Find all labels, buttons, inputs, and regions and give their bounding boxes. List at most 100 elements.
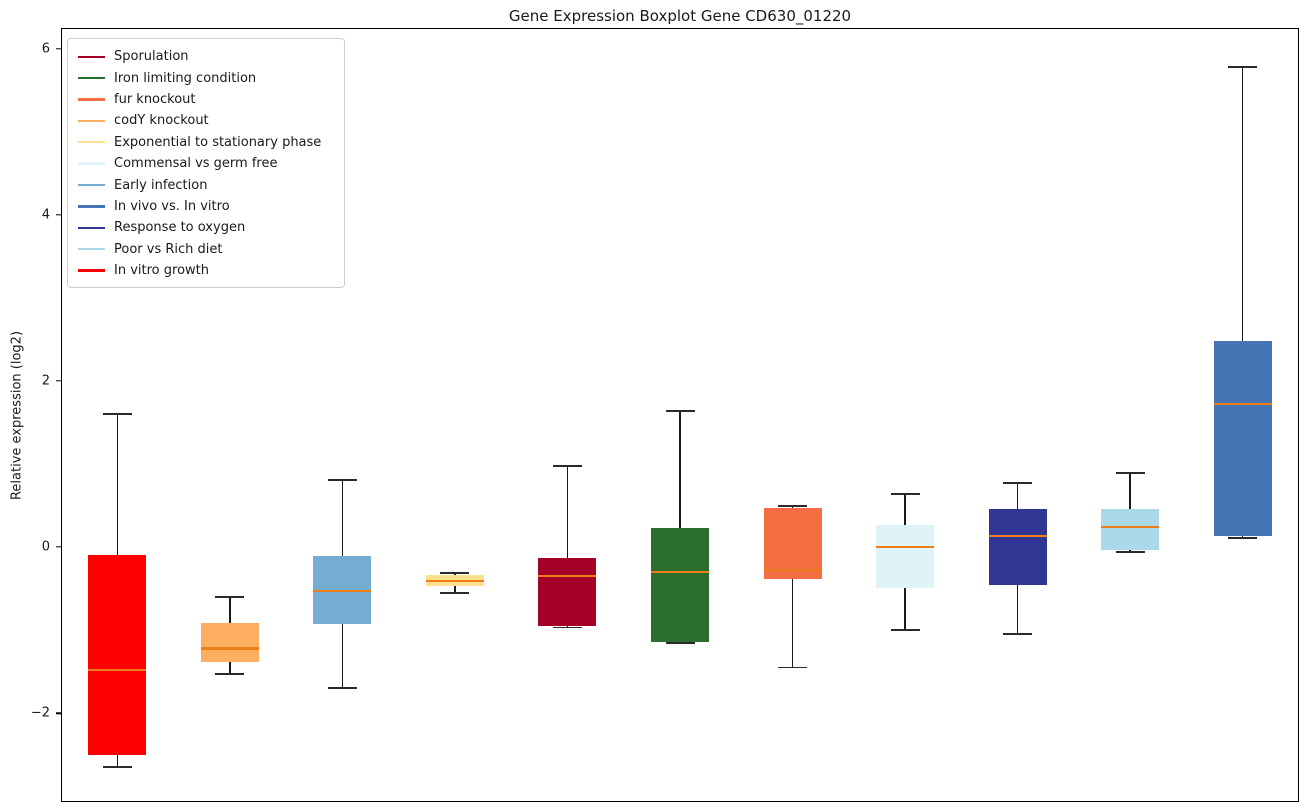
legend-line-swatch	[78, 205, 105, 208]
lower-whisker	[116, 754, 119, 768]
upper-whisker	[341, 479, 344, 557]
lower-whisker-cap	[778, 666, 808, 669]
median-line	[538, 574, 597, 578]
y-axis-label: Relative expression (log2)	[9, 330, 25, 501]
lower-whisker-cap	[215, 673, 245, 675]
legend-line-swatch	[78, 226, 105, 230]
upper-whisker	[904, 493, 906, 525]
legend-item: In vitro growth	[78, 260, 334, 281]
boxplot-box	[1101, 508, 1160, 551]
ytick-label: 4	[41, 207, 50, 223]
chart-title: Gene Expression Boxplot Gene CD630_01220	[508, 7, 852, 25]
lower-whisker-cap	[665, 642, 695, 645]
legend-item: Response to oxygen	[78, 217, 334, 238]
ytick-label: 2	[41, 373, 50, 389]
lower-whisker-cap	[1115, 551, 1145, 553]
ytick-mark	[56, 48, 61, 50]
median-line	[876, 545, 935, 549]
median-line	[1213, 403, 1272, 406]
ytick-label: 6	[41, 41, 50, 57]
upper-whisker-cap	[890, 492, 920, 495]
legend-label: Response to oxygen	[114, 220, 246, 236]
legend-item: Commensal vs germ free	[78, 153, 334, 174]
lower-whisker-cap	[440, 591, 470, 594]
upper-whisker-cap	[102, 413, 132, 416]
legend-line-swatch	[78, 76, 105, 80]
upper-whisker	[679, 410, 681, 528]
upper-whisker-cap	[665, 409, 695, 412]
upper-whisker-cap	[215, 595, 245, 598]
legend-item: codY knockout	[78, 110, 334, 131]
legend-item: fur knockout	[78, 89, 334, 110]
legend-line-swatch	[78, 98, 105, 101]
lower-whisker	[229, 662, 231, 675]
lower-whisker	[1016, 585, 1019, 635]
legend-item: In vivo vs. In vitro	[78, 196, 334, 217]
legend-line-swatch	[78, 248, 105, 251]
legend-item: Early infection	[78, 174, 334, 195]
lower-whisker	[791, 579, 794, 668]
boxplot-box	[538, 557, 597, 626]
median-line	[88, 668, 147, 672]
median-line	[1101, 525, 1160, 529]
legend-label: Iron limiting condition	[114, 70, 257, 86]
ytick-mark	[56, 380, 61, 382]
legend-item: Sporulation	[78, 46, 334, 67]
legend-line-swatch	[78, 162, 105, 165]
lower-whisker-cap	[327, 687, 357, 690]
upper-whisker	[116, 414, 119, 556]
legend-line-swatch	[78, 55, 105, 58]
lower-whisker-cap	[552, 626, 582, 629]
upper-whisker	[229, 596, 231, 624]
legend-label: fur knockout	[114, 91, 196, 107]
legend-label: In vitro growth	[114, 263, 209, 279]
boxplot-box	[876, 524, 935, 588]
legend-label: Sporulation	[114, 49, 189, 65]
boxplot-box	[1213, 341, 1272, 537]
ytick-mark	[56, 712, 61, 714]
upper-whisker-cap	[1003, 482, 1033, 484]
lower-whisker-cap	[1003, 633, 1033, 636]
median-line	[200, 647, 259, 650]
median-line	[651, 570, 709, 574]
boxplot-box	[988, 508, 1047, 586]
upper-whisker	[566, 465, 569, 558]
upper-whisker-cap	[440, 571, 470, 574]
ytick-label: 0	[41, 539, 50, 555]
boxplot-box	[88, 555, 147, 755]
legend-line-swatch	[78, 183, 105, 187]
ytick-label: −2	[30, 705, 50, 721]
legend-item: Poor vs Rich diet	[78, 239, 334, 260]
upper-whisker-cap	[327, 478, 357, 481]
legend-label: In vivo vs. In vitro	[114, 198, 230, 214]
legend-label: Commensal vs germ free	[114, 156, 278, 172]
lower-whisker	[341, 624, 344, 689]
lower-whisker	[454, 586, 456, 593]
ytick-mark	[56, 214, 61, 216]
upper-whisker-cap	[552, 464, 582, 467]
median-line	[988, 535, 1047, 538]
legend-label: Early infection	[114, 177, 208, 193]
median-line	[425, 579, 484, 583]
boxplot-box	[651, 527, 709, 642]
upper-whisker-cap	[778, 505, 808, 508]
upper-whisker-cap	[1228, 66, 1258, 68]
legend-label: Exponential to stationary phase	[114, 134, 322, 150]
lower-whisker-cap	[102, 766, 132, 769]
legend-item: Exponential to stationary phase	[78, 132, 334, 153]
median-line	[313, 589, 372, 593]
upper-whisker	[1016, 483, 1019, 509]
legend: Sporulation Iron limiting condition fur kn…	[67, 38, 345, 289]
upper-whisker	[1241, 67, 1244, 342]
upper-whisker-cap	[1115, 472, 1145, 475]
boxplot-box	[763, 508, 822, 580]
boxplot-box	[200, 623, 259, 663]
legend-label: codY knockout	[114, 113, 209, 129]
lower-whisker-cap	[890, 629, 920, 631]
upper-whisker	[454, 572, 456, 576]
lower-whisker-cap	[1228, 537, 1258, 539]
lower-whisker	[904, 587, 906, 631]
legend-line-swatch	[78, 141, 105, 144]
legend-line-swatch	[78, 119, 105, 123]
